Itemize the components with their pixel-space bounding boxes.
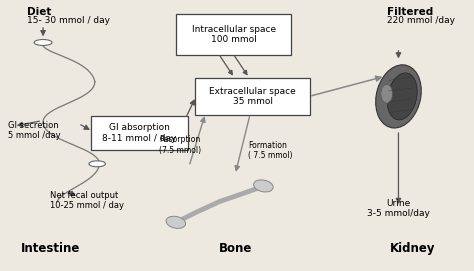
Ellipse shape (254, 180, 273, 192)
Text: Kidney: Kidney (390, 243, 435, 256)
Text: Diet: Diet (27, 7, 51, 17)
Text: Resorption
(7.5 mmol): Resorption (7.5 mmol) (158, 136, 201, 155)
FancyBboxPatch shape (91, 116, 188, 150)
Ellipse shape (89, 161, 105, 167)
Text: Intestine: Intestine (20, 243, 80, 256)
Text: Urine
3-5 mmol/day: Urine 3-5 mmol/day (367, 199, 430, 218)
Text: Filtered: Filtered (387, 7, 433, 17)
Ellipse shape (376, 65, 421, 128)
FancyBboxPatch shape (195, 78, 310, 115)
Ellipse shape (387, 73, 417, 120)
Text: Extracellular space
35 mmol: Extracellular space 35 mmol (209, 87, 296, 106)
Text: 15- 30 mmol / day: 15- 30 mmol / day (27, 15, 109, 24)
Ellipse shape (381, 84, 392, 103)
FancyBboxPatch shape (176, 14, 292, 55)
Text: Intracellular space
100 mmol: Intracellular space 100 mmol (191, 25, 276, 44)
Text: Bone: Bone (219, 243, 253, 256)
Ellipse shape (34, 40, 52, 46)
Text: 220 mmol /day: 220 mmol /day (387, 15, 455, 24)
Text: Formation
( 7.5 mmol): Formation ( 7.5 mmol) (248, 141, 292, 160)
Ellipse shape (166, 216, 186, 228)
Text: GI absorption
8-11 mmol / day: GI absorption 8-11 mmol / day (102, 123, 177, 143)
Text: Net fecal output
10-25 mmol / day: Net fecal output 10-25 mmol / day (50, 191, 124, 210)
Text: GI secretion
5 mmol /day: GI secretion 5 mmol /day (8, 121, 60, 140)
